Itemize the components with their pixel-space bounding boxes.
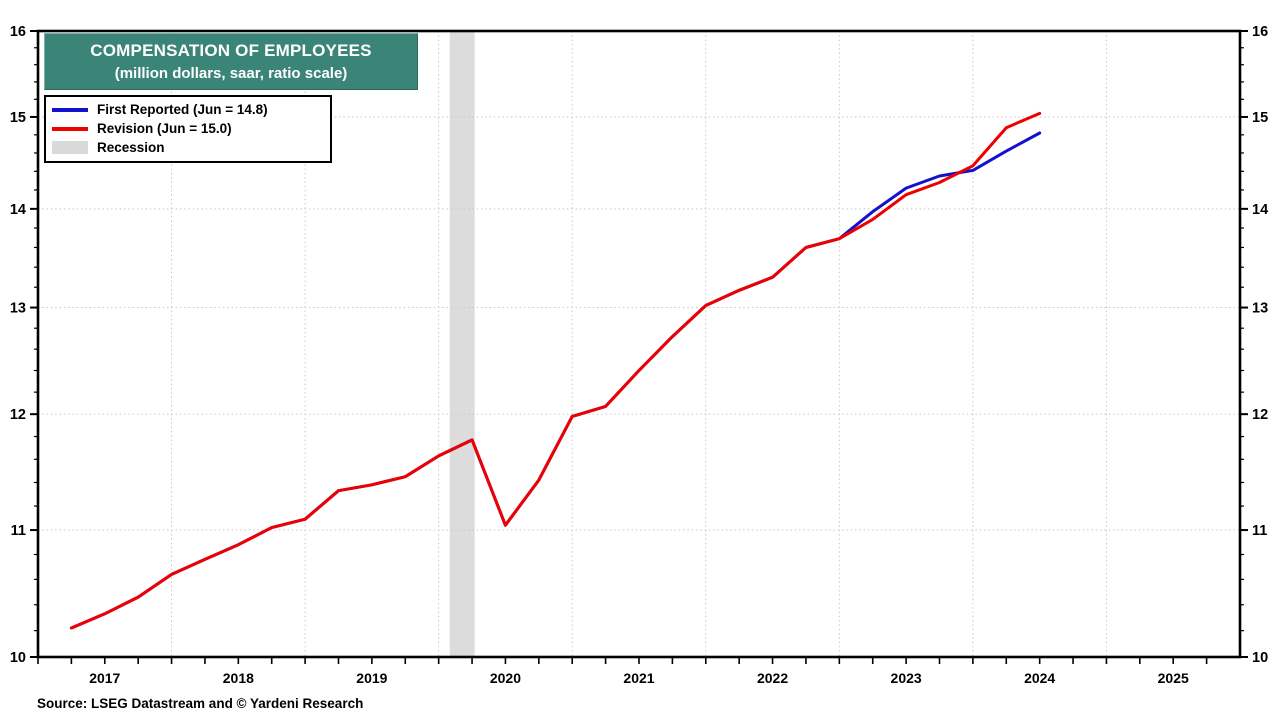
y-tick-label-left: 15 (10, 110, 26, 126)
y-tick-label-right: 15 (1252, 110, 1268, 126)
red-line-swatch-icon (52, 126, 88, 131)
chart-subtitle: (million dollars, saar, ratio scale) (114, 64, 348, 82)
x-year-label: 2024 (1024, 670, 1055, 686)
chart-title-box: COMPENSATION OF EMPLOYEES (million dolla… (44, 33, 418, 90)
blue-line-swatch-icon (52, 107, 88, 112)
recession-band (449, 31, 475, 657)
legend-label-revision: Revision (Jun = 15.0) (97, 121, 232, 136)
legend-swatch-first-reported (52, 107, 88, 112)
x-year-label: 2022 (757, 670, 788, 686)
x-year-label: 2020 (490, 670, 521, 686)
y-tick-label-left: 11 (11, 523, 26, 539)
legend-label-first-reported: First Reported (Jun = 14.8) (97, 102, 268, 117)
source-text: Source: LSEG Datastream and © Yardeni Re… (37, 696, 364, 711)
y-tick-label-right: 16 (1252, 24, 1268, 40)
y-tick-label-left: 10 (10, 650, 26, 666)
y-tick-label-left: 12 (10, 407, 26, 423)
x-year-label: 2019 (356, 670, 387, 686)
legend: First Reported (Jun = 14.8) Revision (Ju… (44, 95, 332, 163)
recession-band-swatch-icon (52, 141, 88, 154)
y-tick-label-left: 14 (10, 202, 26, 218)
y-tick-label-right: 10 (1252, 650, 1268, 666)
series-line-revision (69, 111, 1042, 630)
x-year-label: 2018 (223, 670, 254, 686)
y-tick-label-left: 13 (10, 301, 26, 317)
legend-item-first-reported: First Reported (Jun = 14.8) (52, 100, 330, 119)
x-year-label: 2017 (89, 670, 120, 686)
legend-item-recession: Recession (52, 138, 330, 157)
legend-swatch-revision (52, 126, 88, 131)
chart-frame (36, 29, 1242, 659)
legend-item-revision: Revision (Jun = 15.0) (52, 119, 330, 138)
x-year-label: 2023 (891, 670, 922, 686)
legend-swatch-recession (52, 141, 88, 154)
x-year-label: 2025 (1158, 670, 1189, 686)
legend-label-recession: Recession (97, 140, 165, 155)
y-tick-label-right: 14 (1252, 202, 1268, 218)
x-year-label: 2021 (623, 670, 654, 686)
y-tick-label-right: 11 (1252, 523, 1267, 539)
y-tick-label-left: 16 (10, 24, 26, 40)
y-tick-label-right: 12 (1252, 407, 1268, 423)
chart-title: COMPENSATION OF EMPLOYEES (90, 40, 372, 60)
y-tick-label-right: 13 (1252, 301, 1268, 317)
